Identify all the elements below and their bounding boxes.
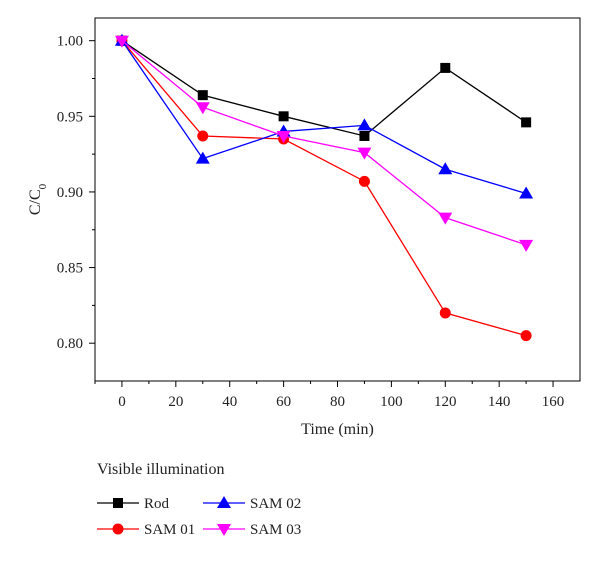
series-sam-03 xyxy=(114,35,534,252)
y-tick-label: 0.95 xyxy=(57,109,83,125)
data-point xyxy=(439,307,451,319)
y-tick-labels: 0.80 0.85 0.90 0.95 1.00 xyxy=(57,34,83,353)
legend-item-sam-03: SAM 03 xyxy=(203,522,301,538)
data-point xyxy=(438,162,453,175)
legend-item-rod: Rod xyxy=(97,496,170,512)
y-axis-title: C/C0 xyxy=(27,183,49,215)
x-tick-label: 120 xyxy=(434,394,457,410)
legend-marker xyxy=(217,496,231,508)
x-tick-label: 40 xyxy=(222,394,237,410)
y-tick-label: 1.00 xyxy=(57,34,83,50)
data-point xyxy=(357,147,372,160)
series-sam-01 xyxy=(116,35,532,342)
legend-item-sam-01: SAM 01 xyxy=(97,522,195,538)
x-tick-label: 140 xyxy=(488,394,511,410)
x-tick-label: 100 xyxy=(380,394,403,410)
legend-label: SAM 02 xyxy=(250,496,301,512)
series-layer xyxy=(114,33,534,342)
data-point xyxy=(197,90,208,101)
data-point xyxy=(440,62,451,73)
legend-marker xyxy=(113,498,123,508)
x-tick-label: 160 xyxy=(542,394,565,410)
x-tick-label: 60 xyxy=(276,394,291,410)
data-point xyxy=(358,175,370,187)
data-point xyxy=(357,118,372,131)
data-point xyxy=(195,102,210,115)
axis-ticks xyxy=(89,40,554,387)
x-tick-label: 20 xyxy=(168,394,183,410)
series-line xyxy=(121,40,527,137)
series-sam-02 xyxy=(114,33,534,199)
data-point xyxy=(519,186,534,199)
data-point xyxy=(438,212,453,225)
x-tick-label: 80 xyxy=(330,394,345,410)
data-point xyxy=(195,151,210,164)
data-point xyxy=(520,330,532,342)
legend-marker xyxy=(112,523,124,535)
legend-label: Rod xyxy=(144,496,170,512)
y-tick-label: 0.85 xyxy=(57,261,83,277)
data-point xyxy=(359,130,370,141)
data-point xyxy=(276,130,291,143)
data-point xyxy=(114,35,129,48)
legend-marker xyxy=(217,524,231,536)
x-axis-title: Time (min) xyxy=(301,421,374,438)
series-line xyxy=(121,40,527,246)
y-tick-label: 0.80 xyxy=(57,336,83,352)
data-point xyxy=(278,111,289,122)
legend-label: SAM 03 xyxy=(250,522,301,538)
legend-title: Visible illumination xyxy=(97,461,224,478)
legend: Rod SAM 01 SAM 02 SAM 03 xyxy=(97,496,301,538)
data-point xyxy=(521,117,532,128)
series-line xyxy=(121,40,527,337)
data-point xyxy=(197,130,209,142)
data-point xyxy=(519,239,534,252)
x-tick-label: 0 xyxy=(118,394,126,410)
series-line xyxy=(121,40,527,195)
plot-frame xyxy=(94,17,581,382)
legend-item-sam-02: SAM 02 xyxy=(203,496,301,512)
x-tick-labels: 0 20 40 60 80 100 120 140 160 xyxy=(118,394,564,410)
legend-label: SAM 01 xyxy=(144,522,195,538)
y-tick-label: 0.90 xyxy=(57,185,83,201)
